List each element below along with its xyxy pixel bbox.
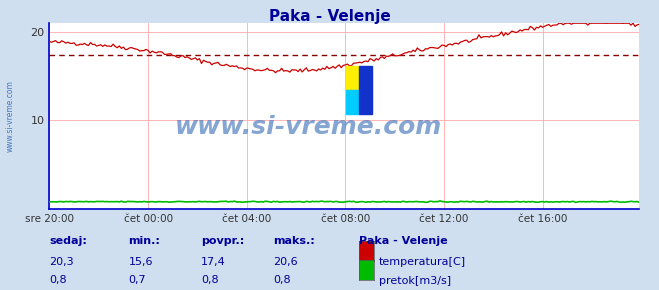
Bar xyxy=(346,66,359,90)
Text: 0,8: 0,8 xyxy=(273,276,291,285)
Text: 0,8: 0,8 xyxy=(201,276,219,285)
Text: www.si-vreme.com: www.si-vreme.com xyxy=(175,115,443,139)
Text: 0,8: 0,8 xyxy=(49,276,67,285)
Text: sedaj:: sedaj: xyxy=(49,236,87,246)
Text: 15,6: 15,6 xyxy=(129,257,153,267)
Text: 20,6: 20,6 xyxy=(273,257,298,267)
Text: 20,3: 20,3 xyxy=(49,257,74,267)
Text: www.si-vreme.com: www.si-vreme.com xyxy=(5,80,14,152)
Text: 17,4: 17,4 xyxy=(201,257,226,267)
Text: povpr.:: povpr.: xyxy=(201,236,244,246)
Bar xyxy=(346,90,359,114)
Text: maks.:: maks.: xyxy=(273,236,315,246)
Text: Paka - Velenje: Paka - Velenje xyxy=(269,9,390,24)
Text: min.:: min.: xyxy=(129,236,160,246)
Text: Paka - Velenje: Paka - Velenje xyxy=(359,236,447,246)
Text: 0,7: 0,7 xyxy=(129,276,146,285)
Bar xyxy=(359,66,372,114)
Text: pretok[m3/s]: pretok[m3/s] xyxy=(379,276,451,285)
Text: temperatura[C]: temperatura[C] xyxy=(379,257,466,267)
